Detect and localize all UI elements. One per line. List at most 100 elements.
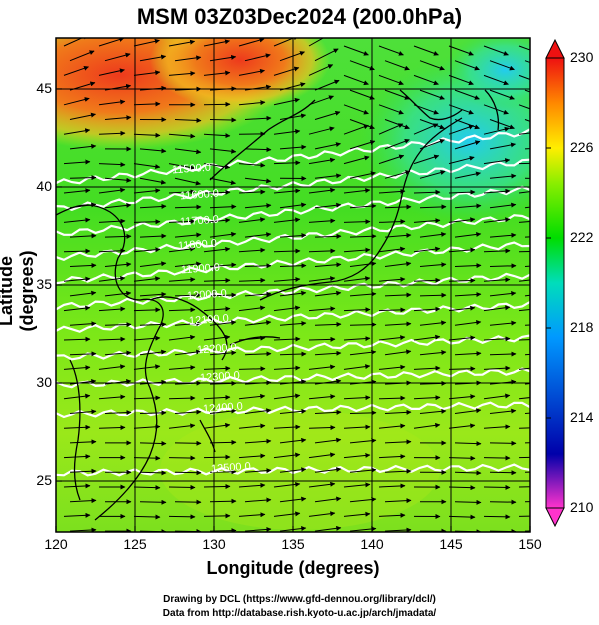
wind-vector bbox=[343, 247, 371, 253]
wind-vector bbox=[273, 336, 301, 342]
x-tick-label: 120 bbox=[44, 536, 68, 552]
wind-vector bbox=[69, 112, 96, 120]
wind-vector bbox=[69, 439, 97, 445]
wind-vector bbox=[63, 188, 91, 194]
wind-vector bbox=[489, 263, 517, 269]
wind-vector bbox=[273, 160, 301, 166]
wind-vector bbox=[244, 320, 272, 326]
wind-vector bbox=[244, 147, 272, 153]
wind-vector bbox=[518, 427, 530, 429]
wind-vector bbox=[133, 364, 161, 370]
contour-label: 11700.0 bbox=[179, 213, 219, 228]
wind-vector bbox=[168, 423, 196, 429]
wind-vector bbox=[69, 409, 97, 415]
wind-vector bbox=[133, 70, 161, 76]
wind-vector bbox=[308, 218, 336, 224]
wind-vector bbox=[308, 364, 336, 370]
wind-vector bbox=[343, 276, 371, 282]
wind-vector bbox=[378, 154, 405, 165]
wind-vector bbox=[69, 143, 97, 150]
colorbar bbox=[545, 38, 565, 528]
wind-vector bbox=[378, 364, 406, 370]
wind-vector bbox=[168, 307, 196, 313]
wind-vector bbox=[63, 217, 91, 223]
wind-vector bbox=[98, 99, 126, 106]
wind-vector bbox=[454, 203, 482, 209]
wind-vector bbox=[133, 455, 161, 461]
wind-vector bbox=[314, 437, 342, 444]
wind-vector bbox=[244, 351, 272, 357]
wind-vector bbox=[203, 70, 231, 76]
wind-vector bbox=[203, 101, 231, 107]
wind-vector bbox=[448, 74, 474, 86]
wind-vector bbox=[483, 74, 509, 86]
wind-vector bbox=[273, 305, 301, 312]
wind-vector bbox=[413, 246, 441, 253]
wind-vector bbox=[308, 276, 336, 282]
x-tick-label: 135 bbox=[281, 536, 305, 552]
wind-vector bbox=[63, 128, 91, 135]
wind-vector bbox=[69, 175, 97, 181]
wind-vector bbox=[168, 133, 196, 139]
wind-vector bbox=[98, 68, 125, 76]
wind-vector bbox=[98, 275, 126, 282]
wind-vector bbox=[139, 349, 167, 356]
wind-vector bbox=[69, 202, 97, 209]
wind-vector bbox=[308, 126, 335, 135]
wind-vector bbox=[454, 470, 482, 476]
wind-vector bbox=[343, 45, 369, 56]
wind-vector bbox=[104, 290, 132, 297]
wind-vector bbox=[384, 321, 412, 327]
wind-vector bbox=[174, 117, 202, 123]
wind-vector bbox=[98, 187, 126, 194]
wind-vector bbox=[168, 163, 196, 170]
wind-vector bbox=[139, 470, 167, 476]
wind-vector bbox=[483, 126, 510, 135]
wind-vector bbox=[518, 308, 530, 312]
wind-vector bbox=[448, 189, 476, 195]
wind-vector bbox=[69, 263, 97, 269]
wind-vector bbox=[174, 204, 202, 210]
wind-vector bbox=[378, 123, 404, 135]
wind-vector bbox=[314, 321, 342, 327]
wind-vector bbox=[104, 177, 132, 183]
wind-vector bbox=[238, 277, 266, 283]
wind-vector bbox=[378, 104, 404, 115]
wind-vector bbox=[244, 232, 272, 238]
wind-vector bbox=[483, 455, 511, 461]
wind-vector bbox=[69, 321, 97, 327]
wind-vector bbox=[244, 53, 271, 62]
wind-vector bbox=[98, 162, 126, 168]
wind-vector bbox=[419, 89, 445, 100]
wind-vector bbox=[273, 248, 301, 254]
map-title: MSM 03Z03Dec2024 (200.0hPa) bbox=[136, 4, 463, 29]
wind-vector bbox=[244, 438, 272, 444]
wind-vector bbox=[524, 119, 530, 122]
wind-vector bbox=[168, 218, 196, 224]
wind-vector bbox=[133, 188, 161, 194]
wind-vector bbox=[238, 189, 266, 195]
wind-vector bbox=[448, 485, 476, 491]
wind-vector bbox=[378, 276, 406, 282]
wind-vector bbox=[489, 119, 515, 130]
wind-vector bbox=[454, 351, 482, 357]
wind-vector bbox=[168, 71, 196, 76]
wind-vector bbox=[454, 119, 480, 130]
wind-vector bbox=[419, 350, 447, 356]
wind-vector bbox=[273, 452, 301, 459]
wind-vector bbox=[454, 171, 481, 179]
wind-vector bbox=[314, 262, 342, 268]
wind-vector bbox=[454, 60, 480, 71]
wind-vector bbox=[203, 246, 231, 253]
wind-vector bbox=[419, 204, 447, 210]
wind-vector bbox=[413, 123, 439, 135]
wind-vector bbox=[63, 305, 91, 312]
wind-vector bbox=[308, 452, 336, 459]
wind-vector bbox=[244, 408, 272, 414]
wind-vector bbox=[413, 218, 441, 224]
wind-vector bbox=[454, 408, 482, 414]
wind-vector bbox=[69, 498, 97, 504]
wind-vector bbox=[308, 481, 336, 488]
wind-vector bbox=[384, 204, 412, 210]
wind-vector bbox=[203, 39, 230, 47]
